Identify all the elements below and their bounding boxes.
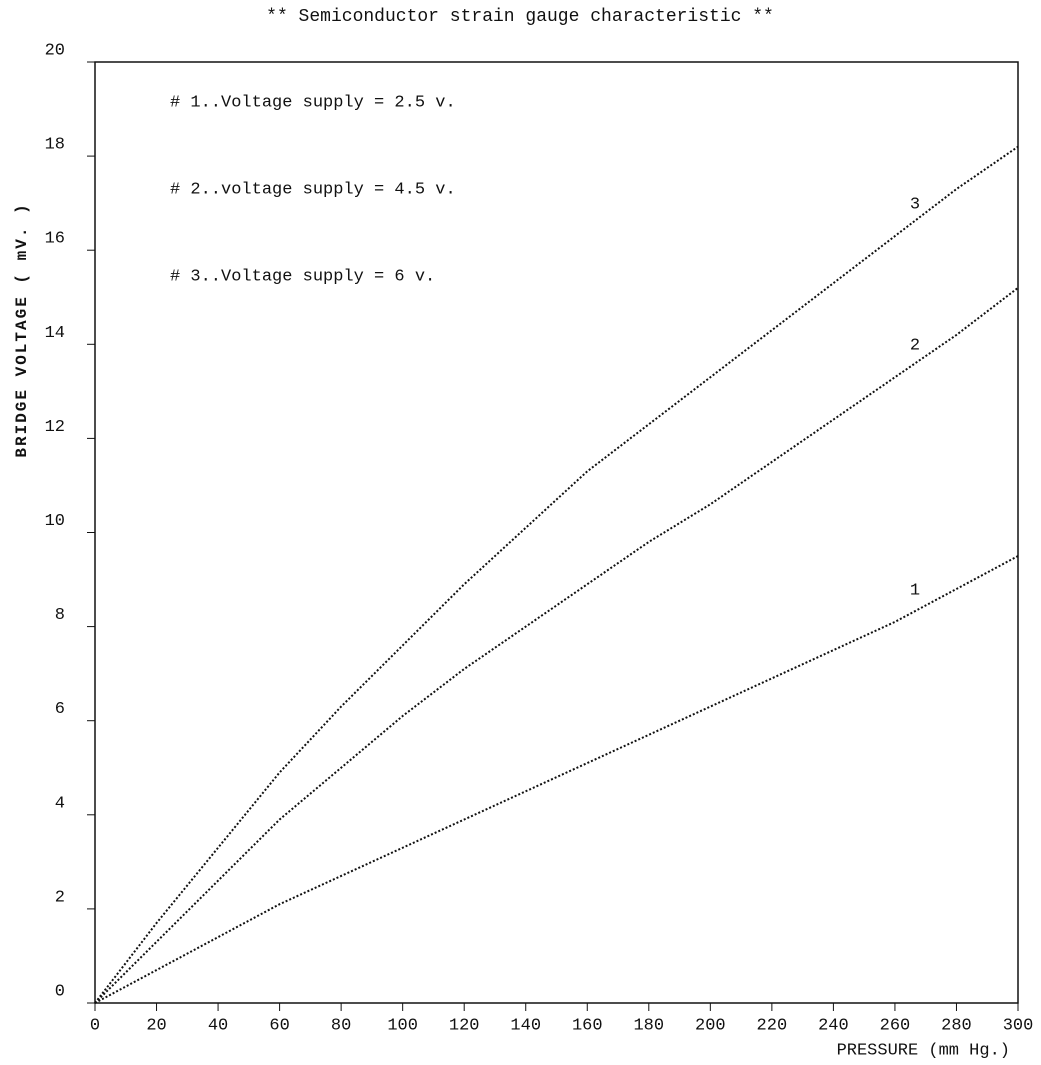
x-tick-label: 60 [269,1016,289,1035]
series-label: 1 [910,581,920,600]
x-tick-label: 120 [449,1016,480,1035]
y-tick-label: 10 [45,512,65,531]
x-tick-label: 100 [387,1016,418,1035]
x-tick-label: 180 [633,1016,664,1035]
x-tick-label: 0 [90,1016,100,1035]
x-tick-label: 80 [331,1016,351,1035]
chart-title: ** Semiconductor strain gauge characteri… [266,7,774,27]
series-label: 3 [910,196,920,215]
annotation: # 3..Voltage supply = 6 v. [170,267,435,286]
x-tick-label: 220 [757,1016,788,1035]
series-line [94,555,1019,1004]
series-label: 2 [910,337,920,356]
y-tick-label: 0 [55,982,65,1001]
y-tick-label: 2 [55,888,65,907]
y-tick-label: 4 [55,794,65,813]
x-tick-label: 20 [146,1016,166,1035]
series-line [94,287,1019,1004]
x-tick-label: 300 [1003,1016,1034,1035]
y-tick-label: 20 [45,41,65,60]
plot-frame [94,61,1019,1004]
x-axis-title: PRESSURE (mm Hg.) [837,1041,1010,1060]
annotation: # 1..Voltage supply = 2.5 v. [170,93,456,112]
y-tick-label: 16 [45,230,65,249]
x-tick-label: 40 [208,1016,228,1035]
x-tick-label: 140 [510,1016,541,1035]
y-tick-label: 6 [55,700,65,719]
y-tick-label: 12 [45,418,65,437]
x-tick-label: 160 [572,1016,603,1035]
x-tick-label: 200 [695,1016,726,1035]
series-line [94,145,1019,1004]
x-tick-label: 280 [941,1016,972,1035]
y-tick-label: 18 [45,136,65,155]
y-axis-title: BRIDGE VOLTAGE ( mV. ) [13,202,31,457]
x-tick-label: 240 [818,1016,849,1035]
annotation: # 2..voltage supply = 4.5 v. [170,180,456,199]
x-tick-label: 260 [880,1016,911,1035]
y-tick-label: 14 [45,324,65,343]
y-tick-label: 8 [55,606,65,625]
